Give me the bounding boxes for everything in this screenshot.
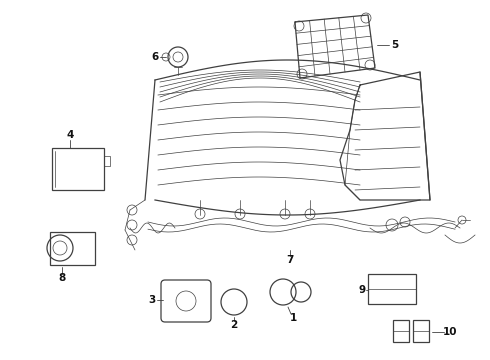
Bar [393,320,409,342]
Bar [368,274,416,304]
Text: 7: 7 [286,255,294,265]
Text: 8: 8 [58,273,66,283]
Text: 9: 9 [359,285,366,295]
Text: 1: 1 [290,313,296,323]
Text: 3: 3 [148,295,156,305]
Bar [52,148,104,190]
Bar [104,156,110,166]
Text: 6: 6 [151,52,159,62]
Text: 10: 10 [443,327,457,337]
Bar [413,320,429,342]
Text: 2: 2 [230,320,238,330]
Text: 4: 4 [66,130,74,140]
Text: 5: 5 [392,40,399,50]
Bar [50,232,95,265]
